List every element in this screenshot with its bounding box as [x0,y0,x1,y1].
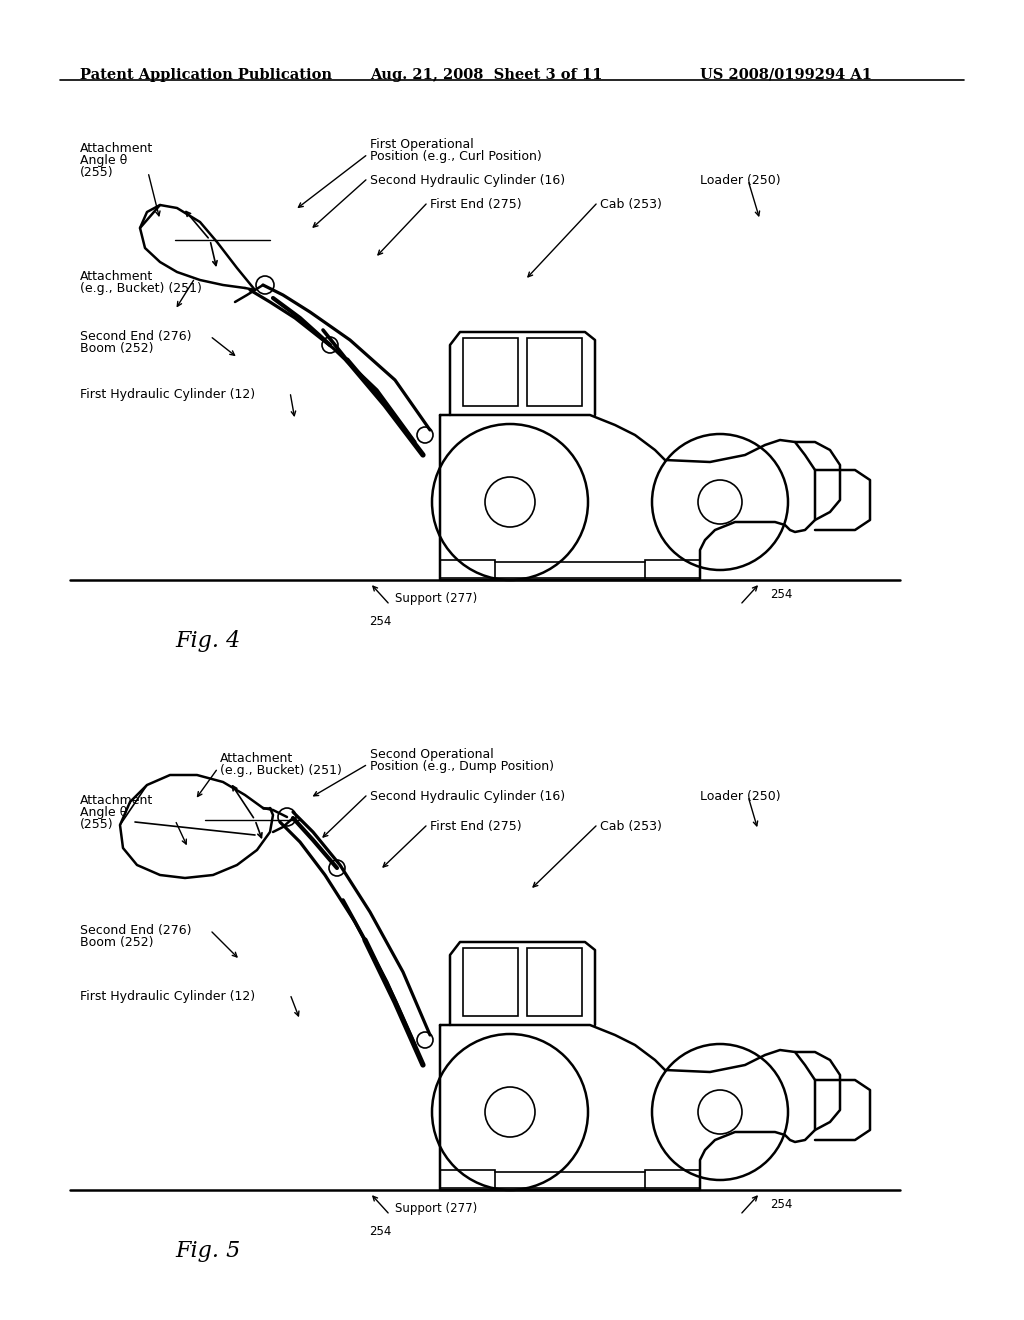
Text: First End (275): First End (275) [430,820,521,833]
Text: Attachment: Attachment [80,143,154,154]
Text: (e.g., Bucket) (251): (e.g., Bucket) (251) [220,764,342,777]
Text: Attachment: Attachment [80,795,154,807]
Text: Support (277): Support (277) [395,591,477,605]
Text: First Operational: First Operational [370,139,474,150]
Text: Aug. 21, 2008  Sheet 3 of 11: Aug. 21, 2008 Sheet 3 of 11 [370,69,602,82]
Text: Loader (250): Loader (250) [700,789,780,803]
Text: Angle θ: Angle θ [80,154,127,168]
Text: (255): (255) [80,818,114,832]
Text: 254: 254 [369,1225,391,1238]
Bar [463,948,518,1016]
Text: Second Operational: Second Operational [370,748,494,762]
Bar [645,1170,700,1188]
Text: Attachment: Attachment [220,752,293,766]
Bar [440,560,495,578]
Bar [463,338,518,407]
Text: Fig. 5: Fig. 5 [175,1239,241,1262]
Text: (255): (255) [80,166,114,180]
Text: Cab (253): Cab (253) [600,820,662,833]
Text: Support (277): Support (277) [395,1203,477,1214]
Text: (e.g., Bucket) (251): (e.g., Bucket) (251) [80,282,202,294]
Bar [645,560,700,578]
Text: Loader (250): Loader (250) [700,174,780,187]
Text: Boom (252): Boom (252) [80,342,154,355]
Text: 254: 254 [770,1199,793,1210]
Text: Position (e.g., Curl Position): Position (e.g., Curl Position) [370,150,542,162]
Text: US 2008/0199294 A1: US 2008/0199294 A1 [700,69,872,82]
Text: Cab (253): Cab (253) [600,198,662,211]
Text: Fig. 4: Fig. 4 [175,630,241,652]
Text: First Hydraulic Cylinder (12): First Hydraulic Cylinder (12) [80,990,255,1003]
Bar [527,948,582,1016]
Text: Angle θ: Angle θ [80,807,127,818]
Text: Position (e.g., Dump Position): Position (e.g., Dump Position) [370,760,554,774]
Text: Patent Application Publication: Patent Application Publication [80,69,332,82]
Text: Second End (276): Second End (276) [80,924,191,937]
Text: Second Hydraulic Cylinder (16): Second Hydraulic Cylinder (16) [370,174,565,187]
Bar [440,1170,495,1188]
Text: First End (275): First End (275) [430,198,521,211]
Text: 254: 254 [369,615,391,628]
Text: Second Hydraulic Cylinder (16): Second Hydraulic Cylinder (16) [370,789,565,803]
Text: First Hydraulic Cylinder (12): First Hydraulic Cylinder (12) [80,388,255,401]
Text: 254: 254 [770,587,793,601]
Text: Boom (252): Boom (252) [80,936,154,949]
Text: Second End (276): Second End (276) [80,330,191,343]
Bar [527,338,582,407]
Text: Attachment: Attachment [80,271,154,282]
